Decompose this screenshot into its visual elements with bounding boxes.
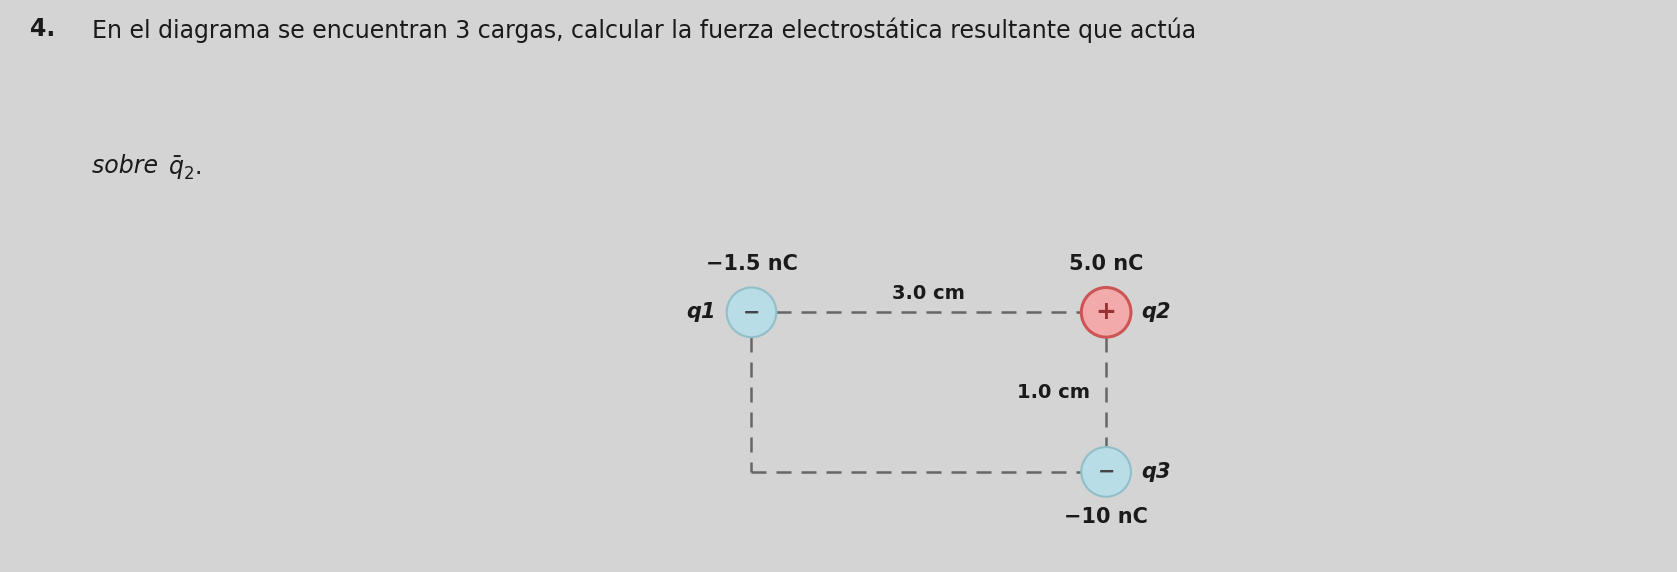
Text: −: −	[743, 303, 760, 322]
Circle shape	[1082, 447, 1130, 496]
Text: −1.5 nC: −1.5 nC	[706, 254, 798, 274]
Text: q2: q2	[1142, 303, 1171, 322]
Text: +: +	[1095, 300, 1117, 324]
Text: 3.0 cm: 3.0 cm	[892, 284, 966, 303]
Text: −: −	[1097, 462, 1115, 482]
Text: sobre: sobre	[92, 154, 166, 178]
Text: En el diagrama se encuentran 3 cargas, calcular la fuerza electrostática resulta: En el diagrama se encuentran 3 cargas, c…	[92, 17, 1196, 43]
Text: 5.0 nC: 5.0 nC	[1068, 254, 1144, 274]
Circle shape	[726, 288, 776, 337]
Text: $\bar{q}_2$.: $\bar{q}_2$.	[168, 154, 201, 182]
Circle shape	[1082, 288, 1130, 337]
Text: −10 nC: −10 nC	[1065, 507, 1149, 527]
Text: 4.: 4.	[30, 17, 55, 41]
Text: q1: q1	[686, 303, 716, 322]
Text: 1.0 cm: 1.0 cm	[1018, 383, 1090, 402]
Text: q3: q3	[1142, 462, 1171, 482]
